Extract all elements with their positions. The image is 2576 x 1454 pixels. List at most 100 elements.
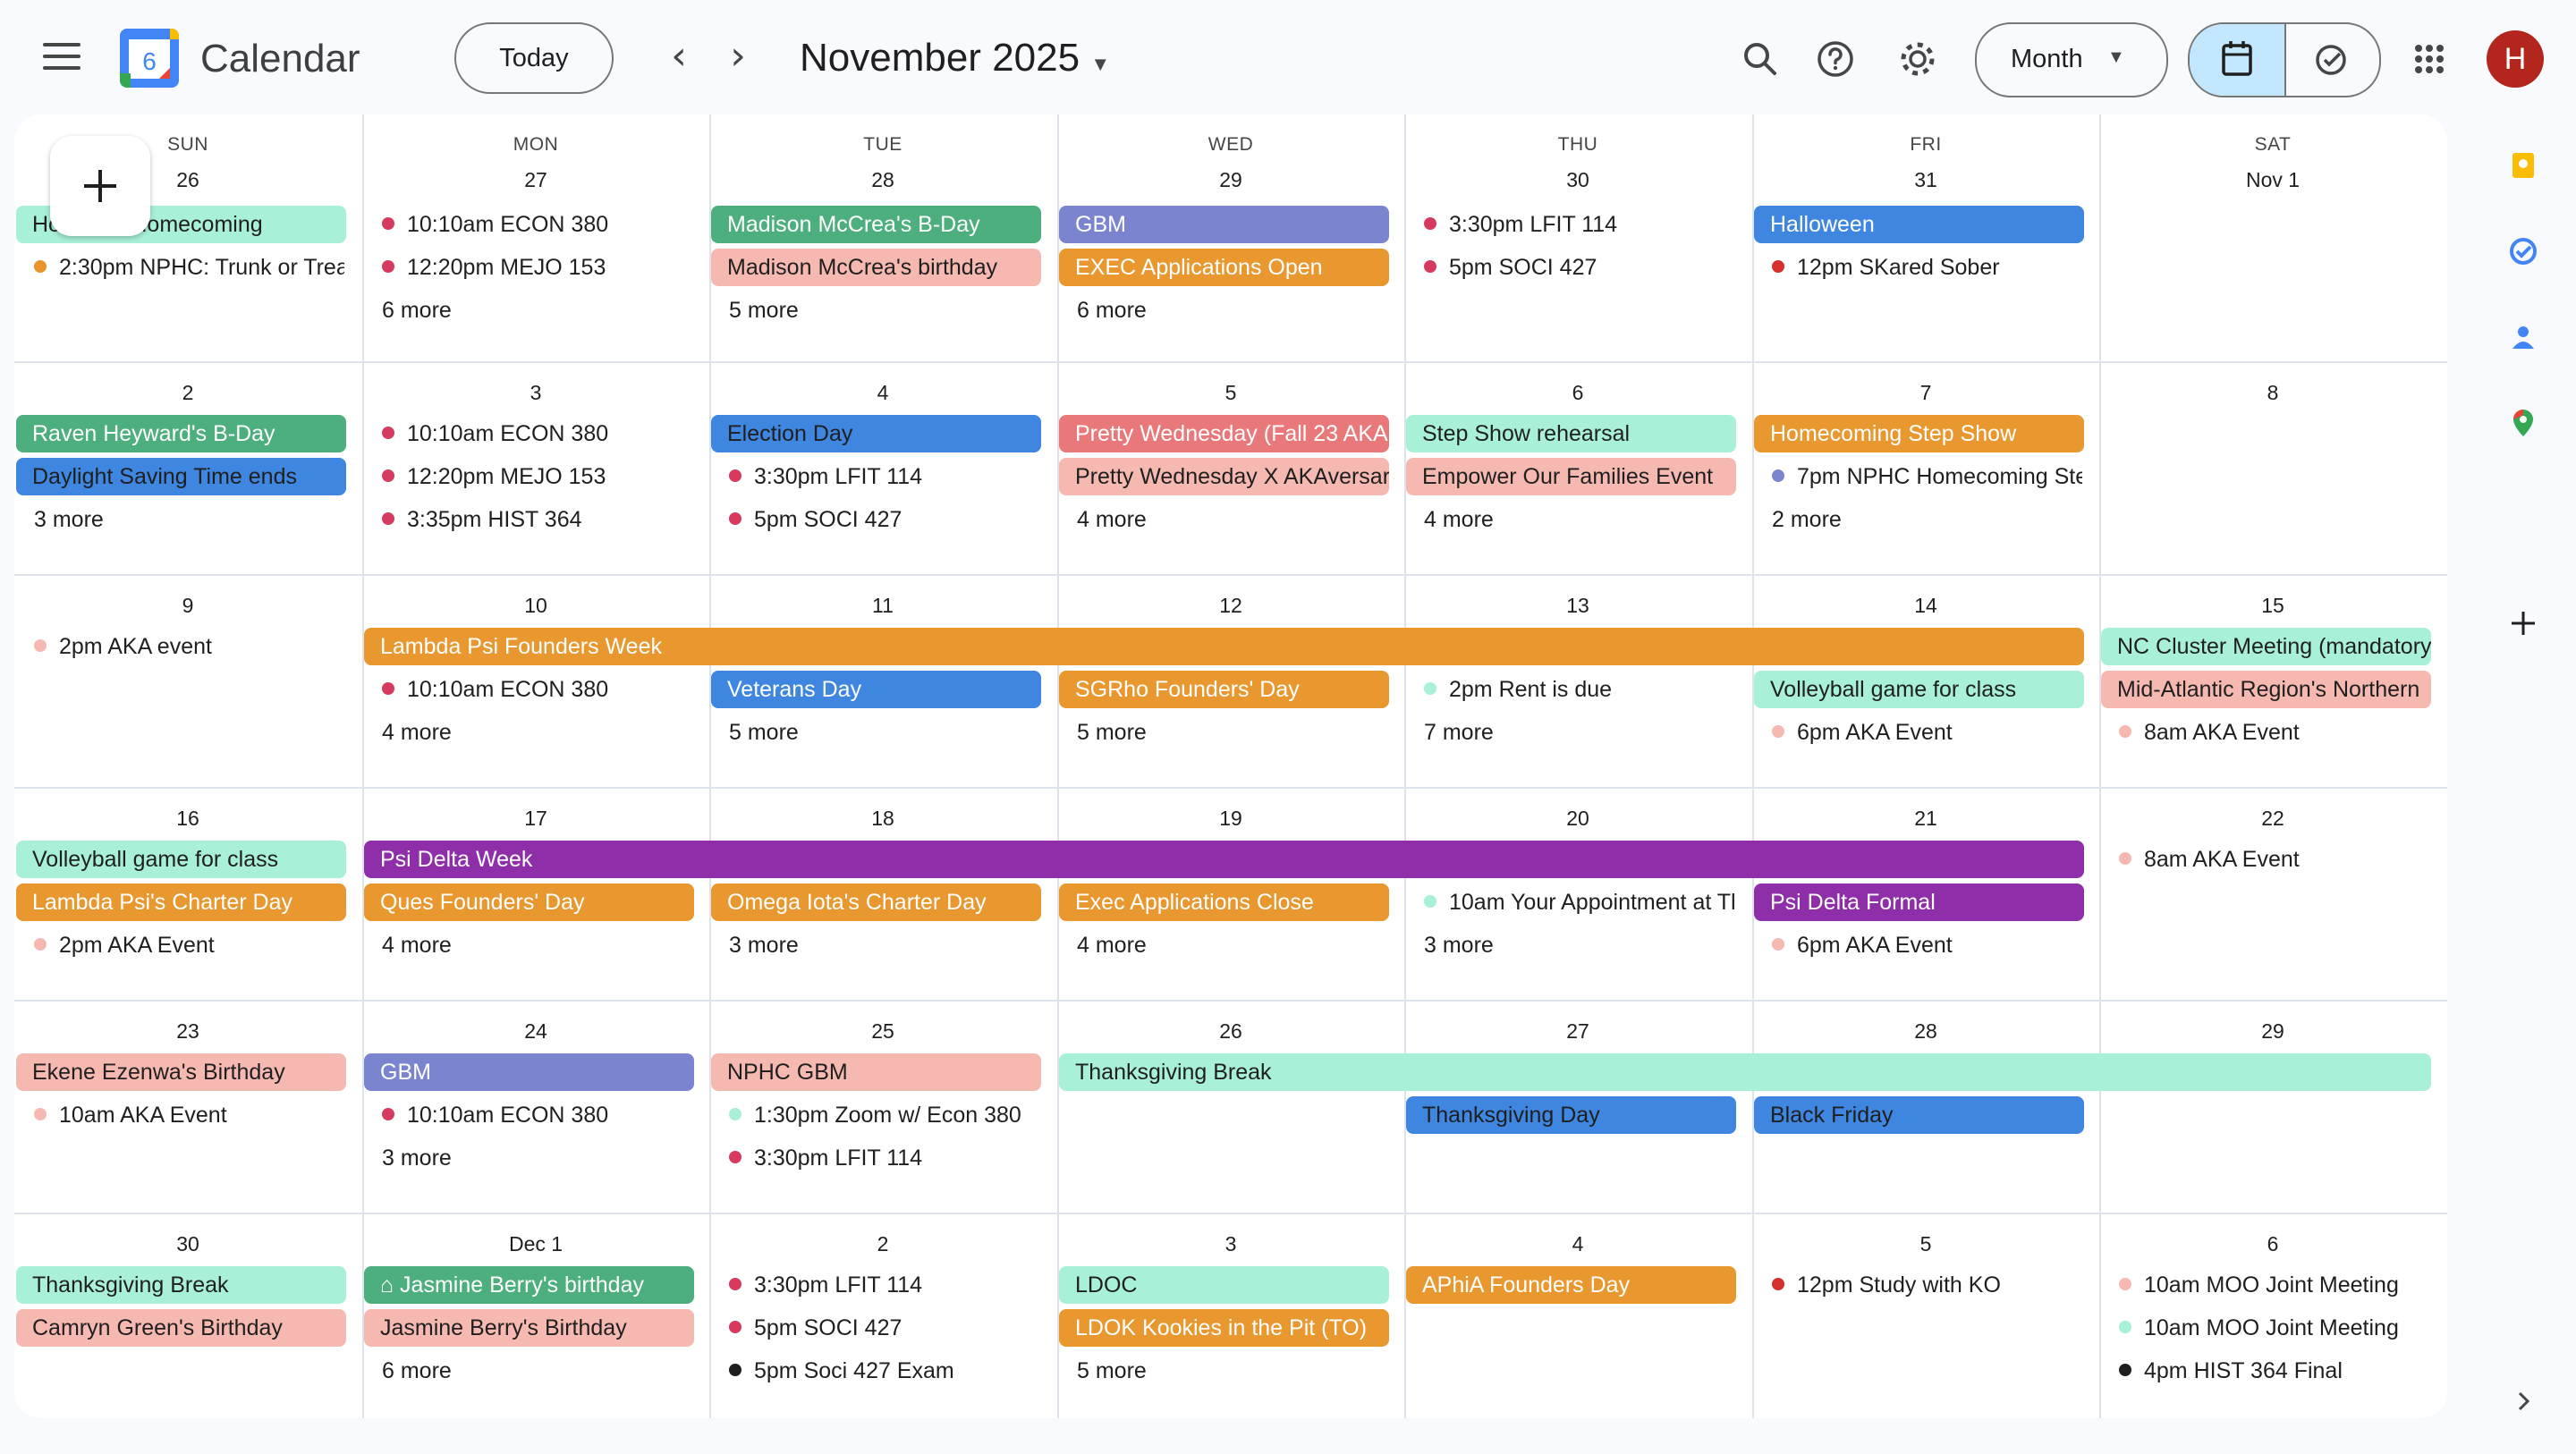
day-number[interactable]: 25: [871, 1019, 894, 1043]
timed-event[interactable]: 10am AKA Event: [16, 1096, 344, 1134]
day-number[interactable]: 6: [1572, 381, 1584, 404]
event-chip[interactable]: Exec Applications Close: [1059, 883, 1389, 921]
day-number[interactable]: 9: [182, 594, 194, 617]
event-chip[interactable]: LDOK Kookies in the Pit (TO): [1059, 1309, 1389, 1347]
timed-event[interactable]: 12:20pm MEJO 153: [364, 249, 692, 286]
timed-event[interactable]: 12pm SKared Sober: [1754, 249, 2082, 286]
event-chip[interactable]: Ques Founders' Day: [364, 883, 694, 921]
event-chip[interactable]: Madison McCrea's B-Day: [711, 206, 1041, 243]
timed-event[interactable]: 5pm SOCI 427: [1406, 249, 1734, 286]
tasks-view-toggle[interactable]: [2286, 24, 2379, 96]
contacts-icon[interactable]: [2508, 322, 2538, 352]
timed-event[interactable]: 10:10am ECON 380: [364, 415, 692, 452]
event-chip[interactable]: Madison McCrea's birthday: [711, 249, 1041, 286]
day-number[interactable]: 24: [524, 1019, 547, 1043]
timed-event[interactable]: 8am AKA Event: [2101, 714, 2429, 751]
event-chip[interactable]: Thanksgiving Day: [1406, 1096, 1736, 1134]
event-chip[interactable]: LDOC: [1059, 1266, 1389, 1304]
timed-event[interactable]: 10:10am ECON 380: [364, 1096, 692, 1134]
more-events-link[interactable]: 3 more: [1424, 933, 1494, 958]
day-number[interactable]: 28: [871, 168, 894, 191]
day-number[interactable]: 17: [524, 807, 547, 830]
more-events-link[interactable]: 6 more: [382, 1358, 452, 1383]
day-number[interactable]: 20: [1566, 807, 1589, 830]
timed-event[interactable]: 10:10am ECON 380: [364, 206, 692, 243]
timed-event[interactable]: 10am MOO Joint Meeting: [2101, 1309, 2429, 1347]
event-chip[interactable]: Black Friday: [1754, 1096, 2084, 1134]
event-chip[interactable]: Homecoming Step Show: [1754, 415, 2084, 452]
timed-event[interactable]: 1:30pm Zoom w/ Econ 380: [711, 1096, 1039, 1134]
timed-event[interactable]: 3:35pm HIST 364: [364, 501, 692, 538]
add-addon-plus-icon[interactable]: [2508, 608, 2538, 638]
more-events-link[interactable]: 4 more: [382, 933, 452, 958]
next-month-icon[interactable]: ›: [730, 33, 746, 79]
more-events-link[interactable]: 3 more: [729, 933, 799, 958]
day-number[interactable]: 28: [1914, 1019, 1937, 1043]
event-chip[interactable]: Lambda Psi Founders Week: [364, 628, 2084, 665]
day-number[interactable]: 12: [1219, 594, 1242, 617]
day-number[interactable]: 16: [176, 807, 199, 830]
more-events-link[interactable]: 3 more: [382, 1145, 452, 1171]
timed-event[interactable]: 2pm Rent is due: [1406, 671, 1734, 708]
month-title[interactable]: November 2025 ▼: [800, 36, 1111, 80]
day-number[interactable]: 29: [2261, 1019, 2284, 1043]
event-chip[interactable]: Pretty Wednesday (Fall 23 AKA: [1059, 415, 1389, 452]
timed-event[interactable]: 3:30pm LFIT 114: [711, 458, 1039, 495]
more-events-link[interactable]: 5 more: [1077, 720, 1147, 745]
more-events-link[interactable]: 6 more: [1077, 298, 1147, 323]
day-number[interactable]: 5: [1919, 1232, 1932, 1255]
timed-event[interactable]: 8am AKA Event: [2101, 841, 2429, 878]
day-number[interactable]: 15: [2261, 594, 2284, 617]
day-number[interactable]: Dec 1: [508, 1232, 564, 1255]
timed-event[interactable]: 4pm HIST 364 Final: [2101, 1352, 2429, 1390]
tasks-icon[interactable]: [2508, 236, 2538, 266]
timed-event[interactable]: 2pm AKA event: [16, 628, 344, 665]
event-chip[interactable]: Election Day: [711, 415, 1041, 452]
day-number[interactable]: 19: [1219, 807, 1242, 830]
more-events-link[interactable]: 7 more: [1424, 720, 1494, 745]
event-chip[interactable]: Veterans Day: [711, 671, 1041, 708]
day-number[interactable]: 27: [524, 168, 547, 191]
view-switcher-month-button[interactable]: Month ▼: [1975, 22, 2168, 97]
day-number[interactable]: 27: [1566, 1019, 1589, 1043]
event-chip[interactable]: Daylight Saving Time ends: [16, 458, 346, 495]
day-number[interactable]: 3: [1224, 1232, 1237, 1255]
timed-event[interactable]: 10:10am ECON 380: [364, 671, 692, 708]
day-number[interactable]: 31: [1914, 168, 1937, 191]
more-events-link[interactable]: 2 more: [1772, 507, 1842, 532]
maps-pin-icon[interactable]: [2508, 408, 2538, 438]
day-number[interactable]: 2: [182, 381, 194, 404]
day-number[interactable]: 26: [1219, 1019, 1242, 1043]
more-events-link[interactable]: 5 more: [1077, 1358, 1147, 1383]
event-chip[interactable]: Raven Heyward's B-Day: [16, 415, 346, 452]
timed-event[interactable]: 12pm Study with KO: [1754, 1266, 2082, 1304]
timed-event[interactable]: 5pm SOCI 427: [711, 501, 1039, 538]
more-events-link[interactable]: 5 more: [729, 720, 799, 745]
day-number[interactable]: Nov 1: [2245, 168, 2301, 191]
event-chip[interactable]: APhiA Founders Day: [1406, 1266, 1736, 1304]
day-number[interactable]: 7: [1919, 381, 1932, 404]
more-events-link[interactable]: 3 more: [34, 507, 104, 532]
more-events-link[interactable]: 4 more: [1077, 507, 1147, 532]
timed-event[interactable]: 3:30pm LFIT 114: [711, 1139, 1039, 1177]
main-menu-icon[interactable]: [43, 43, 80, 75]
previous-month-icon[interactable]: ‹: [671, 33, 687, 79]
create-event-button[interactable]: [50, 136, 150, 236]
day-number[interactable]: 14: [1914, 594, 1937, 617]
event-chip[interactable]: Mid-Atlantic Region's Northern: [2101, 671, 2431, 708]
day-number[interactable]: 8: [2267, 381, 2279, 404]
event-chip[interactable]: NC Cluster Meeting (mandatory): [2101, 628, 2431, 665]
timed-event[interactable]: 2pm AKA Event: [16, 926, 344, 964]
calendar-view-toggle[interactable]: [2190, 24, 2286, 96]
event-chip[interactable]: Volleyball game for class: [16, 841, 346, 878]
day-number[interactable]: 13: [1566, 594, 1589, 617]
timed-event[interactable]: 7pm NPHC Homecoming Step Show: [1754, 458, 2082, 495]
event-chip[interactable]: GBM: [1059, 206, 1389, 243]
day-number[interactable]: 5: [1224, 381, 1237, 404]
day-number[interactable]: 10: [524, 594, 547, 617]
event-chip[interactable]: NPHC GBM: [711, 1053, 1041, 1091]
event-chip[interactable]: EXEC Applications Open: [1059, 249, 1389, 286]
event-chip[interactable]: Lambda Psi's Charter Day: [16, 883, 346, 921]
event-chip[interactable]: Halloween: [1754, 206, 2084, 243]
keep-icon[interactable]: [2508, 150, 2538, 181]
